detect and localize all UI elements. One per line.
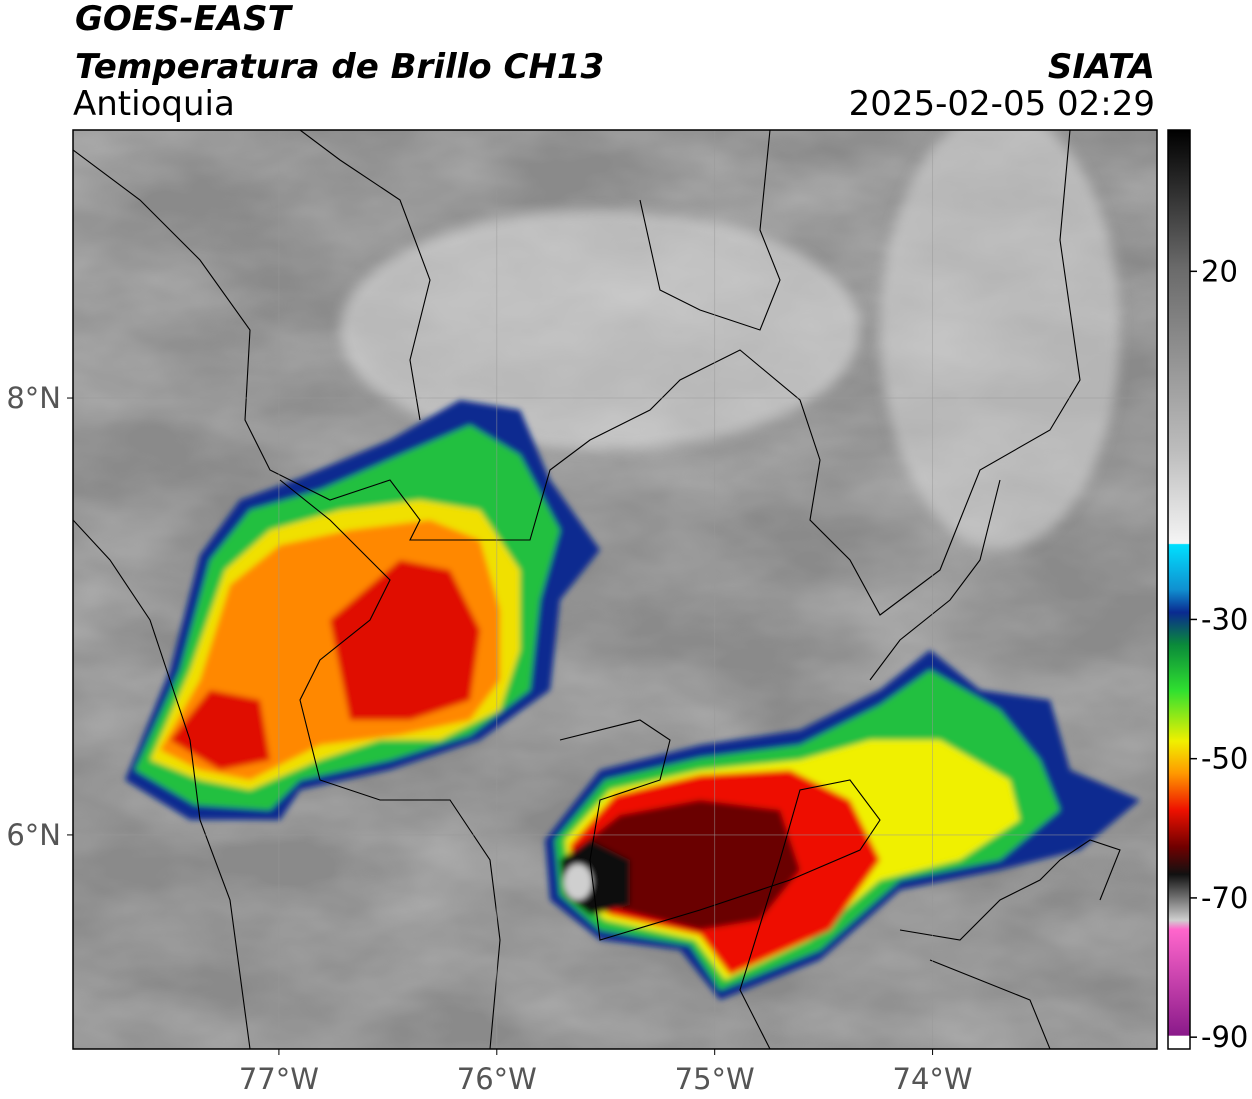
timestamp: 2025-02-05 02:29 bbox=[849, 84, 1155, 124]
subtitle: Temperatura de Brillo CH13 bbox=[75, 47, 604, 87]
colorbar bbox=[1167, 129, 1191, 1050]
x-tick-label: 76°W bbox=[457, 1062, 537, 1096]
satellite-image bbox=[73, 130, 1157, 1049]
x-tick-label: 77°W bbox=[239, 1062, 319, 1096]
title: GOES-EAST bbox=[75, 0, 294, 39]
x-tick-label: 74°W bbox=[893, 1062, 973, 1096]
graticule bbox=[73, 130, 1157, 1049]
colorbar-tick-label: -70 bbox=[1201, 881, 1248, 915]
region: Antioquia bbox=[73, 84, 235, 124]
map-frame bbox=[72, 129, 1158, 1050]
colorbar-tick-label: -90 bbox=[1201, 1020, 1248, 1054]
colorbar-tick-label: -50 bbox=[1201, 742, 1248, 776]
y-tick-label: 8°N bbox=[6, 381, 61, 415]
x-tick-label: 75°W bbox=[675, 1062, 755, 1096]
colorbar-tick-label: 20 bbox=[1201, 254, 1238, 288]
colorbar-tick-label: -30 bbox=[1201, 602, 1248, 636]
source: SIATA bbox=[1048, 47, 1155, 87]
y-tick-label: 6°N bbox=[6, 818, 61, 852]
